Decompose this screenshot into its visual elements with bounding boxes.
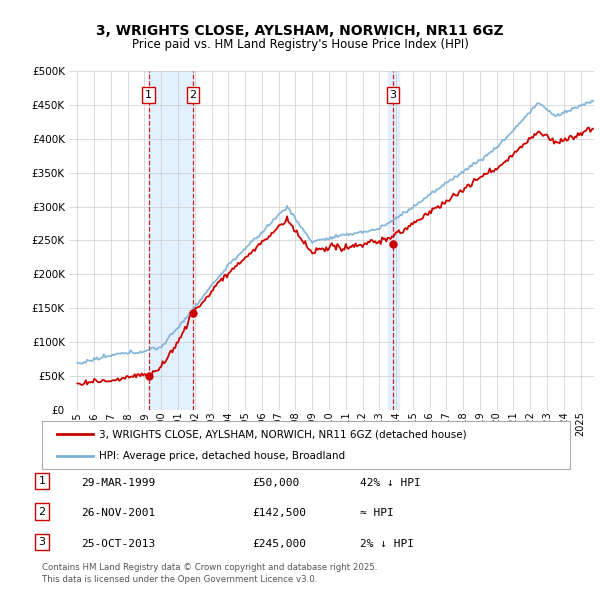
Text: 1: 1	[38, 476, 46, 486]
Bar	[388, 71, 398, 410]
Text: ≈ HPI: ≈ HPI	[360, 509, 394, 518]
Text: 3: 3	[389, 90, 397, 100]
Text: HPI: Average price, detached house, Broadland: HPI: Average price, detached house, Broa…	[99, 451, 345, 461]
Text: Contains HM Land Registry data © Crown copyright and database right 2025.: Contains HM Land Registry data © Crown c…	[42, 563, 377, 572]
Text: Price paid vs. HM Land Registry's House Price Index (HPI): Price paid vs. HM Land Registry's House …	[131, 38, 469, 51]
Text: 2: 2	[38, 507, 46, 516]
Text: £50,000: £50,000	[252, 478, 299, 487]
Bar	[149, 71, 193, 410]
Text: 1: 1	[145, 90, 152, 100]
Text: £245,000: £245,000	[252, 539, 306, 549]
Text: 42% ↓ HPI: 42% ↓ HPI	[360, 478, 421, 487]
Text: 26-NOV-2001: 26-NOV-2001	[81, 509, 155, 518]
Text: 3: 3	[38, 537, 46, 547]
Text: This data is licensed under the Open Government Licence v3.0.: This data is licensed under the Open Gov…	[42, 575, 317, 584]
Text: 3, WRIGHTS CLOSE, AYLSHAM, NORWICH, NR11 6GZ (detached house): 3, WRIGHTS CLOSE, AYLSHAM, NORWICH, NR11…	[99, 429, 467, 439]
Text: 2: 2	[190, 90, 197, 100]
Text: £142,500: £142,500	[252, 509, 306, 518]
Text: 25-OCT-2013: 25-OCT-2013	[81, 539, 155, 549]
Text: 2% ↓ HPI: 2% ↓ HPI	[360, 539, 414, 549]
Text: 29-MAR-1999: 29-MAR-1999	[81, 478, 155, 487]
Text: 3, WRIGHTS CLOSE, AYLSHAM, NORWICH, NR11 6GZ: 3, WRIGHTS CLOSE, AYLSHAM, NORWICH, NR11…	[96, 24, 504, 38]
